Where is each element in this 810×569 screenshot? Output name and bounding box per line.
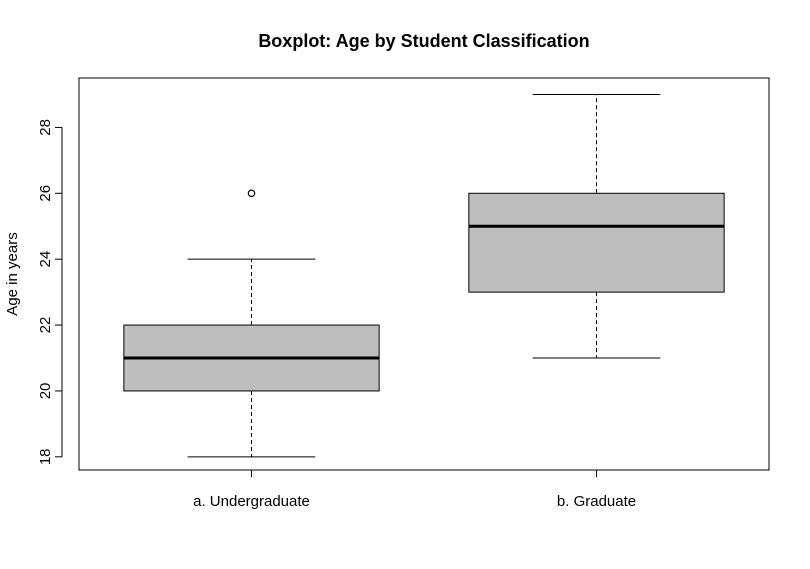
y-tick-label: 28 (37, 119, 54, 136)
y-axis-label: Age in years (4, 232, 21, 315)
y-tick-label: 24 (37, 251, 54, 268)
x-axis: a. Undergraduate b. Graduate (193, 470, 636, 510)
boxes-group (123, 93, 725, 458)
y-tick-label: 22 (37, 317, 54, 334)
chart-title: Boxplot: Age by Student Classification (258, 31, 589, 51)
y-tick-label: 26 (37, 185, 54, 202)
x-tick-label: a. Undergraduate (193, 493, 310, 510)
iqr-box (468, 192, 725, 293)
y-tick-label: 20 (37, 383, 54, 400)
y-axis: 18 20 22 24 26 28 (37, 119, 63, 465)
outlier-point (247, 189, 256, 198)
y-tick-label: 18 (37, 448, 54, 465)
plot-frame (78, 77, 770, 471)
x-tick-label: b. Graduate (557, 493, 636, 510)
box-2 (468, 93, 725, 359)
box-1 (123, 189, 380, 458)
